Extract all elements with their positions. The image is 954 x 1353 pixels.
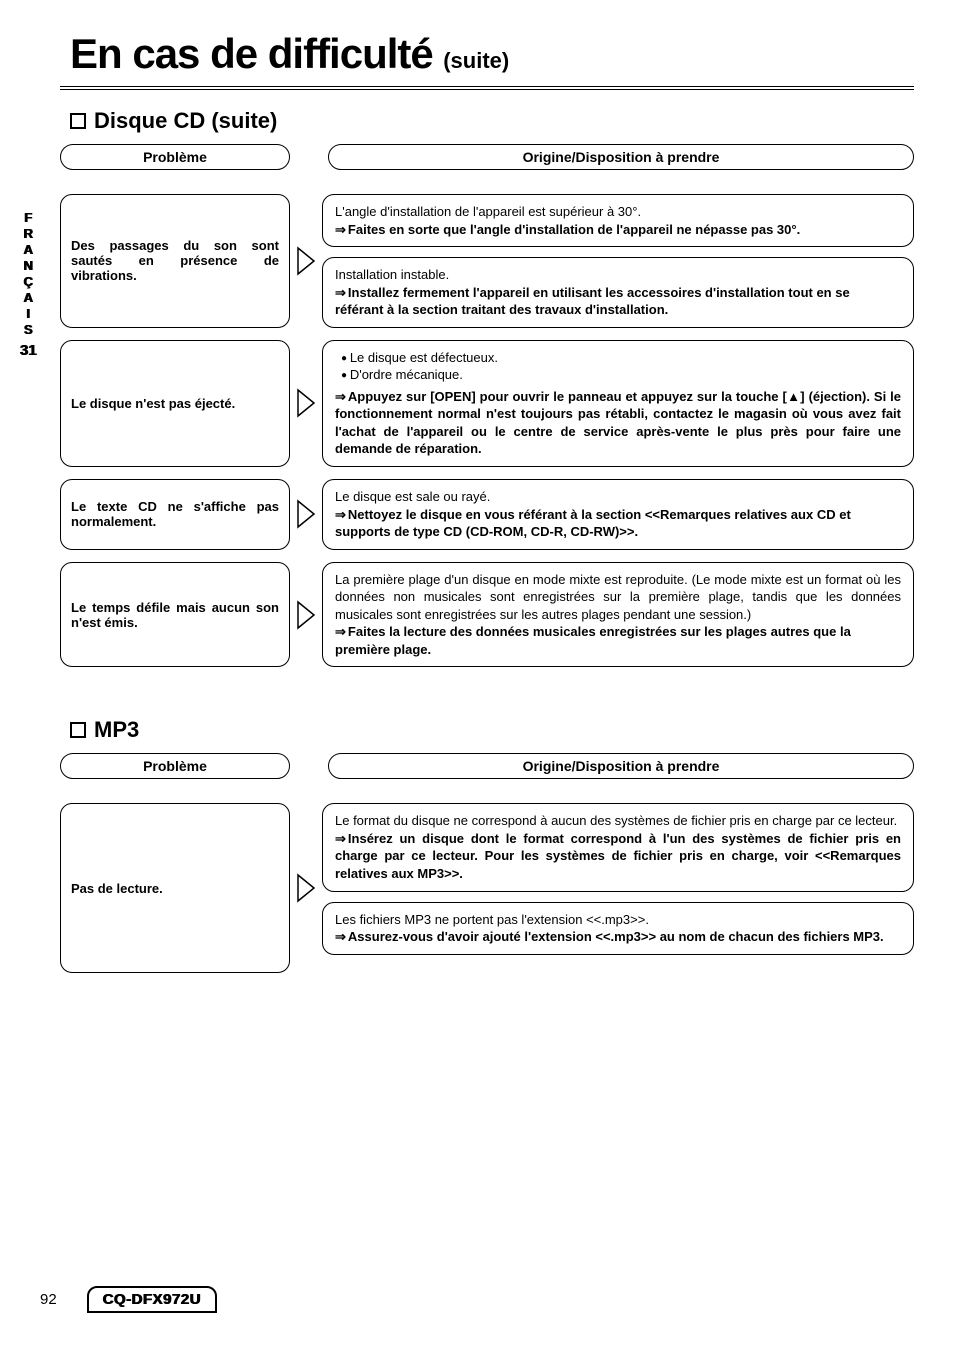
section-heading-label: Disque CD (suite) (94, 108, 277, 134)
solution-box: L'angle d'installation de l'appareil est… (322, 194, 914, 247)
title-rule (60, 86, 914, 90)
solution-lead: Le disque est sale ou rayé. (335, 488, 901, 506)
solution-lead: Le format du disque ne correspond à aucu… (335, 812, 901, 830)
troubleshoot-row: Le texte CD ne s'affiche pas normalement… (60, 479, 914, 550)
section-heading-label: MP3 (94, 717, 139, 743)
lang-letter: R (24, 226, 33, 241)
problem-text: Des passages du son sont sautés en prése… (71, 238, 279, 283)
title-suffix: (suite) (443, 48, 509, 73)
solution-box: La première plage d'un disque en mode mi… (322, 562, 914, 668)
solution-lead: Installation instable. (335, 266, 901, 284)
lang-letter: A (24, 290, 33, 305)
solution-action: Appuyez sur [OPEN] pour ouvrir le pannea… (335, 388, 901, 458)
problem-text: Le disque n'est pas éjecté. (71, 396, 235, 411)
problem-text: Le temps défile mais aucun son n'est émi… (71, 600, 279, 630)
checkbox-icon (70, 722, 86, 738)
language-tab: F R A N Ç A I S 31 (20, 210, 37, 359)
troubleshoot-row: Le disque n'est pas éjecté. Le disque es… (60, 340, 914, 467)
page-footer: 92 CQ-DFX972U (40, 1286, 217, 1313)
solution-bullets: Le disque est défectueux. D'ordre mécani… (341, 349, 901, 384)
arrow-icon (294, 194, 318, 328)
title-main: En cas de difficulté (70, 30, 433, 77)
problem-box: Pas de lecture. (60, 803, 290, 973)
cd-table: Problème Origine/Disposition à prendre D… (60, 144, 914, 667)
section-heading-mp3: MP3 (70, 717, 914, 743)
solution-action: Nettoyez le disque en vous référant à la… (335, 506, 901, 541)
footer-page-number: 92 (40, 1291, 57, 1308)
lang-letter: S (24, 322, 33, 337)
solution-lead: L'angle d'installation de l'appareil est… (335, 203, 901, 221)
solution-action: Installez fermement l'appareil en utilis… (335, 284, 901, 319)
problem-box: Le disque n'est pas éjecté. (60, 340, 290, 467)
column-header-problem: Problème (60, 144, 290, 170)
solution-action: Faites la lecture des données musicales … (335, 623, 901, 658)
solution-box: Les fichiers MP3 ne portent pas l'extens… (322, 902, 914, 955)
troubleshoot-row: Pas de lecture. Le format du disque ne c… (60, 803, 914, 973)
solution-action: Assurez-vous d'avoir ajouté l'extension … (335, 928, 901, 946)
arrow-icon (294, 562, 318, 668)
arrow-icon (294, 803, 318, 973)
problem-box: Le texte CD ne s'affiche pas normalement… (60, 479, 290, 550)
solution-box: Le format du disque ne correspond à aucu… (322, 803, 914, 891)
side-page-number: 31 (20, 342, 37, 359)
solution-action: Faites en sorte que l'angle d'installati… (335, 221, 901, 239)
problem-box: Le temps défile mais aucun son n'est émi… (60, 562, 290, 668)
lang-letter: A (24, 242, 33, 257)
solution-lead: La première plage d'un disque en mode mi… (335, 571, 901, 624)
checkbox-icon (70, 113, 86, 129)
lang-letter: N (24, 258, 33, 273)
solution-box: Le disque est défectueux. D'ordre mécani… (322, 340, 914, 467)
column-header-solution: Origine/Disposition à prendre (328, 753, 914, 779)
page-title: En cas de difficulté (suite) (70, 30, 914, 78)
problem-text: Le texte CD ne s'affiche pas normalement… (71, 499, 279, 529)
solution-box: Le disque est sale ou rayé. Nettoyez le … (322, 479, 914, 550)
mp3-table: Problème Origine/Disposition à prendre P… (60, 753, 914, 973)
column-header-solution: Origine/Disposition à prendre (328, 144, 914, 170)
solution-box: Installation instable. Installez fermeme… (322, 257, 914, 328)
problem-text: Pas de lecture. (71, 881, 163, 896)
problem-box: Des passages du son sont sautés en prése… (60, 194, 290, 328)
arrow-icon (294, 479, 318, 550)
lang-letter: Ç (24, 274, 33, 289)
troubleshoot-row: Le temps défile mais aucun son n'est émi… (60, 562, 914, 668)
bullet-item: Le disque est défectueux. (341, 349, 901, 367)
lang-letter: F (24, 210, 32, 225)
bullet-item: D'ordre mécanique. (341, 366, 901, 384)
solution-lead: Les fichiers MP3 ne portent pas l'extens… (335, 911, 901, 929)
troubleshoot-row: Des passages du son sont sautés en prése… (60, 194, 914, 328)
model-badge: CQ-DFX972U (87, 1286, 217, 1313)
section-heading-cd: Disque CD (suite) (70, 108, 914, 134)
solution-action: Insérez un disque dont le format corresp… (335, 830, 901, 883)
lang-letter: I (27, 306, 31, 321)
arrow-icon (294, 340, 318, 467)
column-header-problem: Problème (60, 753, 290, 779)
